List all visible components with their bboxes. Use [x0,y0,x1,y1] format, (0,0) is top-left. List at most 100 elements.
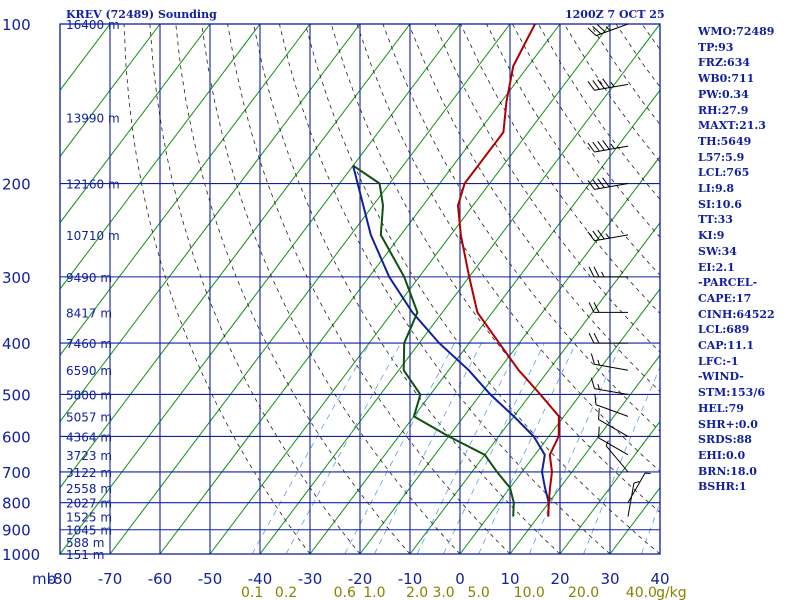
stat-item: LFC:-1 [698,354,739,368]
height-label: 1045 m [66,524,112,538]
wind-barb-flag [588,266,595,278]
height-label: 12160 m [66,178,120,192]
wind-barb-staff [594,388,629,395]
stat-item: LCL:765 [698,166,750,180]
dry-adiabat-line [356,24,660,472]
stat-item: -WIND- [698,370,744,384]
time-title: 1200Z 7 OCT 25 [565,8,665,21]
height-label: 8417 m [66,306,112,320]
stat-item: EHI:0.0 [698,448,746,462]
wind-barb-half-flag [605,233,610,239]
wind-barb [587,229,629,242]
wind-barb-flag [587,81,595,91]
temperature-tick-label: -40 [248,570,273,588]
temperature-tick-label: -80 [48,570,73,588]
wind-barb-flag [587,27,597,36]
pressure-tick-label: 200 [2,176,31,194]
height-label: 13990 m [66,111,120,125]
temperature-tick-label: 10 [500,570,519,588]
wind-barb [627,481,640,517]
temperature-tick-label: -30 [298,570,323,588]
pressure-tick-label: 300 [2,269,31,287]
dry-adiabat-line [279,24,611,554]
wind-barb-flag [597,229,605,240]
mixing-ratio-label: 0.6 [334,585,356,600]
stat-item: SW:34 [698,244,737,258]
stat-item: L57:5.9 [698,150,745,164]
wind-barb-flag [593,302,600,313]
isotherm-line [60,24,311,357]
wind-barb-staff [605,445,629,473]
wind-barb-half-flag [610,82,615,88]
wind-barb-staff [594,234,629,242]
stat-item: WB0:711 [698,72,755,86]
height-label: 2027 m [66,497,112,511]
height-label: 3122 m [66,466,112,480]
stat-item: TT:33 [698,213,733,227]
wind-barb-flag [592,230,600,241]
wind-barb-half-flag [644,472,651,474]
height-label: 16400 m [66,18,120,32]
temperature-trace [456,24,560,517]
stat-item: PW:0.34 [698,87,749,101]
dry-adiabat-line [175,24,411,554]
temperature-tick-label: -60 [148,570,173,588]
wind-barb-flag [588,302,595,313]
wind-barb-staff [594,145,629,153]
stat-item: MAXT:21.3 [698,119,766,133]
wind-barb-staff [595,23,629,37]
dry-adiabat-line [201,24,461,554]
stat-item: FRZ:634 [698,56,751,70]
height-label: 1525 m [66,511,112,525]
pressure-tick-label: 500 [2,386,31,404]
wind-barb-flag [587,142,595,153]
stats-list: WMO:72489 TP:93 FRZ:634 WB0:711 PW:0.34 RH:27… [698,24,775,495]
height-label: 6590 m [66,364,112,378]
wind-barb-flag [596,24,606,33]
wind-barb-half-flag [601,271,605,278]
mixing-ratio-label: 0.2 [275,585,297,600]
temperature-tick-label: 20 [550,570,569,588]
dry-adiabat-line [304,24,660,554]
stat-item: LCL:689 [698,323,750,337]
isotherm-line [509,354,660,554]
height-label: 588 m [66,536,104,550]
wind-barb-flag [594,393,597,405]
wind-barb-flag [598,408,600,420]
dry-adiabat-line [253,24,561,554]
height-label: 9490 m [66,271,112,285]
wind-barb [587,140,629,153]
mixing-ratio-label: 10.0 [514,585,545,600]
wind-barb-half-flag [605,440,609,447]
mixing-ratio-label: 20.0 [568,585,599,600]
stat-item: SRDS:88 [698,433,752,447]
pressure-tick-label: 400 [2,335,31,353]
wind-barb [588,302,628,313]
pressure-tick-label: 100 [2,16,31,34]
dry-adiabat-line [408,24,660,392]
height-label: 10710 m [66,229,120,243]
temperature-tick-label: -20 [348,570,373,588]
dry-adiabat-line [123,24,311,554]
mixing-ratio-line [416,342,521,554]
mixing-ratio-label: 0.1 [241,585,263,600]
wind-barb-flag [592,179,600,189]
mixing-ratio-label: 2.0 [406,585,428,600]
stat-item: -PARCEL- [698,276,758,290]
stat-item: SHR+:0.0 [698,417,758,431]
mixing-ratio-unit-label: g/kg [656,585,687,600]
wind-barb-half-flag [605,26,611,31]
wind-barb-half-flag [597,359,600,366]
mixing-ratio-label: 3.0 [432,585,454,600]
temperature-tick-label: -10 [398,570,423,588]
wind-barb-staff [595,404,629,417]
height-label: 4364 m [66,430,112,444]
wind-barb [587,23,629,37]
temperature-tick-label: -50 [198,570,223,588]
wind-barb-flag [590,377,595,389]
stat-item: EI:2.1 [698,260,735,274]
plot-frame [59,23,661,555]
mixing-ratio-line [344,342,455,554]
stat-item: HEL:79 [698,401,744,415]
wind-barb [588,332,628,344]
